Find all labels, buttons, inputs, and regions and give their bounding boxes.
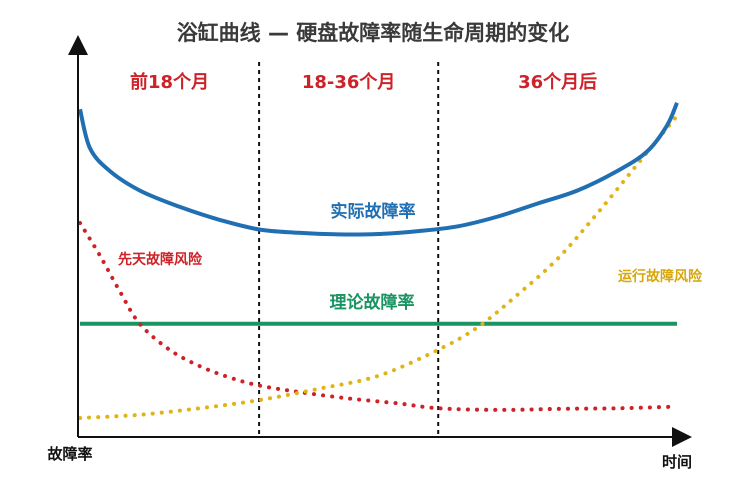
series-wearout-risk-line — [78, 113, 679, 420]
series-actual-rate-line — [78, 101, 679, 237]
phase-label-middle: 18-36个月 — [302, 71, 396, 93]
series-infant-risk-line — [78, 221, 679, 412]
series-label-actual: 实际故障率 — [331, 201, 416, 222]
y-axis-label: 故障率 — [47, 445, 92, 463]
series-label-theory: 理论故障率 — [330, 292, 415, 313]
series-label-infant: 先天故障风险 — [118, 251, 203, 268]
phase-label-early: 前18个月 — [130, 71, 209, 93]
phase-label-late: 36个月后 — [518, 71, 597, 93]
chart-title: 浴缸曲线 — 硬盘故障率随生命周期的变化 — [177, 21, 570, 45]
series-label-wearout: 运行故障风险 — [618, 268, 703, 285]
x-axis-label: 时间 — [662, 453, 692, 471]
